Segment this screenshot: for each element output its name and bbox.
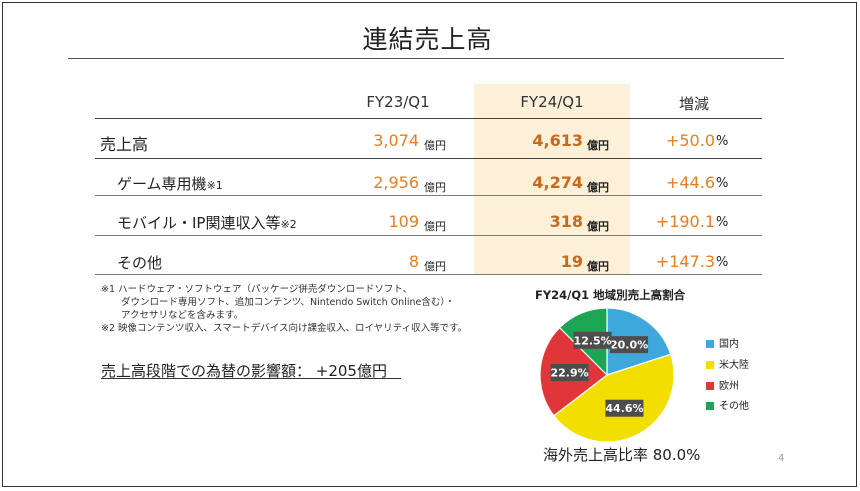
value-prev-mobile: 109	[388, 212, 419, 231]
fx-impact: 売上高段階での為替の影響額： +205億円	[101, 362, 387, 380]
highlight-column	[474, 84, 630, 274]
pie-data-label: 12.5%	[574, 331, 612, 349]
column-header-curr: FY24/Q1	[520, 93, 584, 111]
fx-impact-underline	[101, 378, 401, 379]
table-rule	[95, 195, 762, 196]
pie-slice	[552, 353, 675, 443]
svg-text:44.6%: 44.6%	[605, 402, 643, 415]
value-change-other: +147.3	[655, 252, 715, 271]
footnote-1-end: アクセサリなどを含みます。	[121, 310, 244, 321]
title-divider	[68, 58, 784, 59]
pie-data-label: 44.6%	[605, 399, 644, 417]
table-rule	[95, 158, 762, 159]
value-curr-console: 4,274	[532, 173, 583, 192]
legend-swatch	[706, 402, 714, 410]
unit-curr-total: 億円	[587, 139, 609, 152]
svg-text:20.0%: 20.0%	[610, 339, 648, 352]
value-prev-console: 2,956	[373, 173, 419, 192]
value-change-total: +50.0	[665, 131, 715, 150]
chart-title: FY24/Q1 地域別売上高割合	[535, 288, 686, 302]
page-title: 連結売上高	[362, 25, 493, 54]
value-curr-total: 4,613	[532, 131, 583, 150]
unit-change-console: %	[716, 176, 729, 191]
unit-change-mobile: %	[716, 215, 729, 230]
svg-text:22.9%: 22.9%	[550, 367, 588, 380]
unit-prev-total: 億円	[424, 139, 446, 152]
column-header-change: 増減	[678, 95, 709, 113]
pie-data-label: 22.9%	[550, 364, 589, 382]
legend-item: 欧州	[706, 377, 739, 392]
page-number: 4	[778, 453, 785, 464]
unit-prev-console: 億円	[424, 181, 446, 194]
value-change-mobile: +190.1	[655, 212, 715, 231]
svg-text:12.5%: 12.5%	[574, 334, 612, 347]
footnote-2: ※2 映像コンテンツ収入、スマートデバイス向け課金収入、ロイヤリティ収入等です。	[101, 323, 468, 334]
legend-swatch	[706, 361, 714, 369]
column-header-prev: FY23/Q1	[366, 93, 430, 111]
region-pie-chart: 20.0% 44.6% 22.9% 12.5%	[539, 307, 675, 443]
value-prev-total: 3,074	[373, 131, 419, 150]
table-rule	[95, 118, 762, 119]
pie-data-label: 20.0%	[610, 336, 648, 354]
row-label-console: ゲーム専用機※1	[117, 175, 223, 193]
unit-curr-mobile: 億円	[587, 220, 609, 233]
unit-curr-console: 億円	[587, 181, 609, 194]
row-label-mobile: モバイル・IP関連収入等※2	[117, 214, 297, 232]
value-prev-other: 8	[408, 252, 419, 271]
legend-item: 国内	[706, 335, 739, 350]
legend-item: 米大陸	[706, 356, 749, 371]
legend-swatch	[706, 382, 714, 390]
row-label-total: 売上高	[100, 135, 149, 154]
legend-swatch	[706, 340, 714, 348]
footnote-1-cont: ダウンロード専用ソフト、追加コンテンツ、Nintendo Switch Onli…	[121, 297, 455, 308]
row-label-other: その他	[117, 254, 163, 272]
legend-item: その他	[706, 397, 749, 412]
overseas-ratio: 海外売上高比率 80.0%	[543, 446, 701, 464]
unit-change-other: %	[716, 255, 729, 270]
value-curr-other: 19	[560, 252, 583, 271]
table-rule	[95, 235, 762, 236]
table-rule	[95, 274, 762, 275]
unit-prev-mobile: 億円	[424, 220, 446, 233]
unit-change-total: %	[716, 134, 729, 149]
unit-curr-other: 億円	[587, 260, 609, 273]
value-change-console: +44.6	[665, 173, 715, 192]
unit-prev-other: 億円	[424, 260, 446, 273]
value-curr-mobile: 318	[549, 212, 583, 231]
footnote-1: ※1 ハードウェア・ソフトウェア（パッケージ併売ダウンロードソフト、	[101, 284, 413, 295]
